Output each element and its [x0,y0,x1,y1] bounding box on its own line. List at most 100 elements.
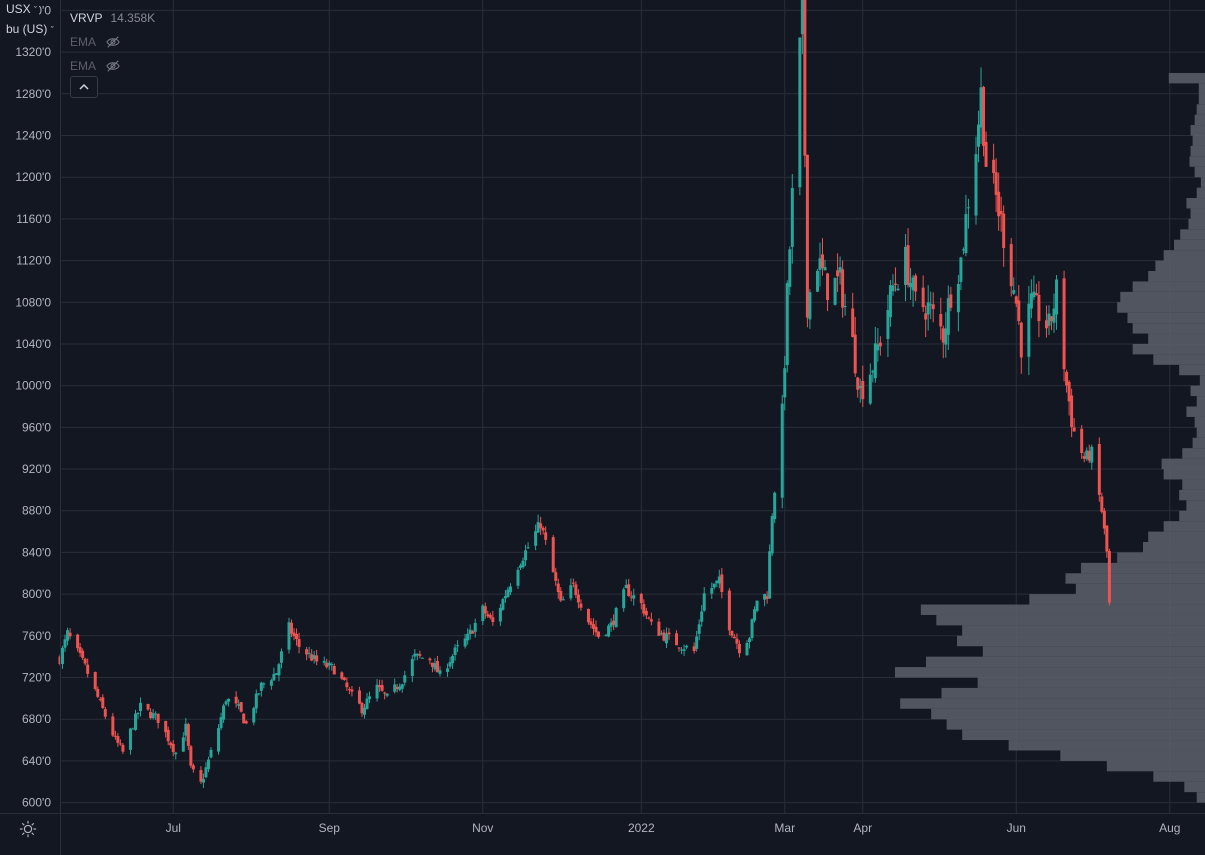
candle-body [790,188,794,247]
candle-body [820,254,824,269]
candle-body [607,625,611,637]
candle-body [219,717,223,729]
candle-body [992,159,996,173]
candle-body [451,655,455,664]
volume-profile-bar [1198,93,1205,105]
candle-body [290,622,294,634]
indicator-ema-2[interactable]: EMA [70,54,155,78]
candle-body [682,649,686,651]
candle-body [826,273,830,300]
candle-body [1037,294,1041,322]
candle-body [639,593,643,604]
candle-body [438,670,442,674]
y-tick-label: 1000'0 [15,379,51,393]
candle-body [199,770,203,782]
price-axis[interactable]: 600'0 640'0 680'0 720'0 760'0 800'0 840'0 880'0… [15,0,61,855]
candle-body [748,638,752,643]
candle-body [966,207,970,209]
volume-profile-bar [936,614,1205,626]
unit-selector[interactable]: bu (US) ˇ [4,22,56,36]
candle-body [1102,510,1106,529]
y-tick-label: 720'0 [22,671,51,685]
candle-body [272,673,276,681]
candle-body [576,594,580,603]
y-tick-label: 1120'0 [16,254,51,268]
collapse-legend-button[interactable] [70,76,98,98]
candle-body [191,765,195,770]
candle-body [1012,290,1016,294]
candle-body [375,684,379,699]
volume-profile-bar [1190,145,1205,157]
volume-profile-bar [1186,500,1205,511]
volume-profile-bar [1192,135,1205,146]
candle-body [541,527,545,531]
candle-body [171,743,175,753]
y-tick-label: 1200'0 [15,170,51,184]
candle-body [803,0,807,156]
candle-body [169,742,173,746]
volume-profile-bar [957,635,1205,647]
candle-body [921,287,925,308]
candle-body [1090,446,1094,463]
candle-body [597,631,601,637]
candle-body [1065,371,1069,386]
candle-body [466,633,470,641]
candle-body [360,703,364,714]
y-tick-label: 1240'0 [15,129,51,143]
candle-body [818,258,822,270]
x-tick-label: Aug [1159,821,1180,835]
candle-body [853,334,857,374]
candle-body [591,624,595,629]
candle-body [997,191,1001,217]
eye-off-icon[interactable] [106,59,120,73]
indicator-ema-1[interactable]: EMA [70,30,155,54]
candle-body [697,624,701,634]
volume-profile-bar [1180,229,1205,240]
volume-profile-bar [1190,385,1205,397]
volume-profile-bar [1148,333,1205,344]
candle-body [843,305,847,307]
volume-profile-bar [977,677,1205,688]
candle-body [66,630,70,641]
candle-body [798,37,802,188]
candle-body [659,633,663,635]
candle-body [362,707,366,715]
candle-body [322,661,326,663]
candle-body [783,368,787,398]
candle-body [1032,291,1036,298]
volume-profile-bar [1117,552,1205,563]
candle-body [378,685,382,688]
volume-profile-bar [1196,792,1205,803]
candle-body [536,522,540,533]
indicator-vrvp[interactable]: VRVP 14.358K [70,6,155,30]
volume-profile-bar [1117,302,1205,313]
volume-profile-bar [1132,281,1205,292]
eye-off-icon[interactable] [106,35,120,49]
time-axis[interactable]: Jul Sep Nov 2022 Mar Apr Jun Aug [0,813,1205,836]
candle-body [186,724,190,746]
candle-body [539,523,543,529]
candle-body [287,622,291,650]
candle-body [325,662,329,668]
candle-body [1097,444,1101,495]
candle-body [380,685,384,691]
candle-body [594,626,598,633]
candle-body [926,302,930,315]
currency-selector[interactable]: USX ˇ [4,2,40,16]
candle-body [612,620,616,625]
candle-body [979,87,983,128]
candle-body [506,589,510,597]
candle-body [206,759,210,770]
candle-body [305,649,309,655]
candle-body [63,639,67,648]
candle-body [702,593,706,611]
volume-profile-bar [1132,343,1205,355]
candle-body [604,634,608,636]
candle-body [727,590,731,631]
candle-body [737,644,741,654]
candle-body [586,608,590,623]
volume-profile-bar [1182,448,1205,459]
gear-icon[interactable] [19,820,37,838]
